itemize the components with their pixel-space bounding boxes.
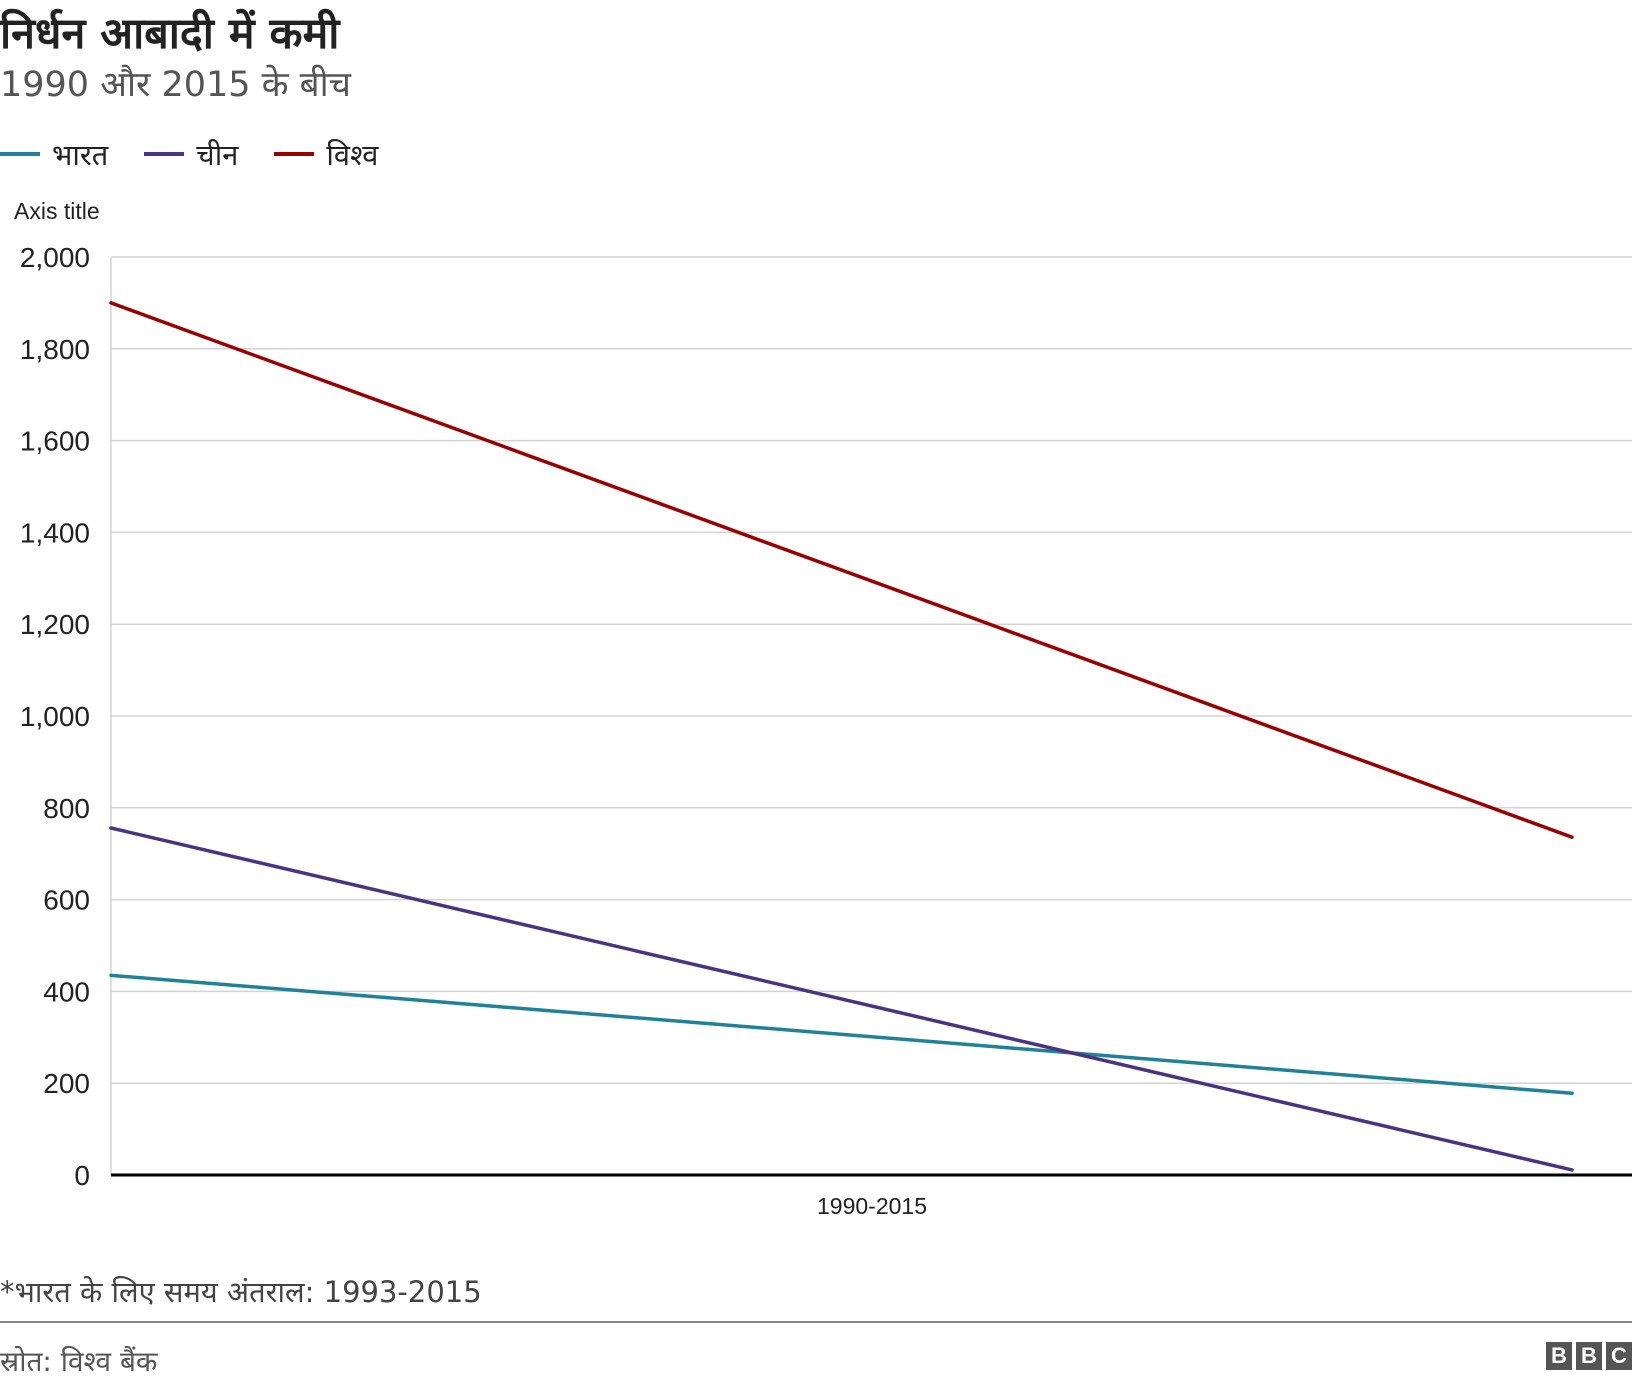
y-axis-title: Axis title bbox=[14, 198, 100, 224]
series-line bbox=[109, 973, 1574, 1096]
legend-item-india: भारत bbox=[0, 135, 108, 174]
legend-label-india: भारत bbox=[52, 137, 109, 172]
legend-swatch-india bbox=[0, 152, 40, 156]
series-line bbox=[109, 826, 1574, 1172]
legend-swatch-world bbox=[274, 152, 315, 156]
bbc-logo-letter: B bbox=[1576, 1342, 1602, 1370]
y-tick-label: 400 bbox=[43, 976, 90, 1007]
bbc-logo-letter: B bbox=[1546, 1342, 1572, 1370]
legend-label-china: चीन bbox=[196, 137, 239, 172]
line-chart: 0 200 400 600 800 1,000 1,200 1,400 1,600 1,800 2,… bbox=[20, 242, 1632, 1219]
legend-item-world: विश्व bbox=[274, 135, 378, 174]
y-tick-label: 1,600 bbox=[20, 426, 90, 457]
y-tick-label: 800 bbox=[43, 793, 90, 824]
chart-subtitle: 1990 और 2015 के बीच bbox=[0, 65, 351, 105]
y-tick-label: 1,000 bbox=[20, 701, 90, 732]
footer-divider bbox=[0, 1321, 1632, 1323]
source-note: स्रोत: विश्व बैंक bbox=[0, 1345, 158, 1378]
bbc-logo: B B C bbox=[1542, 1342, 1632, 1370]
y-tick-label: 1,400 bbox=[20, 517, 90, 548]
y-tick-label: 1,200 bbox=[20, 609, 90, 640]
footnote: *भारत के लिए समय अंतराल: 1993-2015 bbox=[0, 1275, 482, 1309]
y-tick-label: 1,800 bbox=[20, 334, 90, 365]
y-tick-label: 0 bbox=[74, 1160, 90, 1191]
y-tick-label: 200 bbox=[43, 1068, 90, 1099]
y-tick-label: 2,000 bbox=[20, 242, 90, 273]
legend-swatch-china bbox=[144, 152, 185, 156]
x-tick-label: 1990-2015 bbox=[817, 1193, 927, 1219]
series-line bbox=[109, 301, 1574, 839]
legend: भारत चीन विश्व bbox=[0, 136, 414, 172]
bbc-logo-letter: C bbox=[1606, 1342, 1632, 1370]
legend-item-china: चीन bbox=[144, 135, 238, 174]
legend-label-world: विश्व bbox=[326, 137, 379, 172]
chart-title: निर्धन आबादी में कमी bbox=[0, 9, 340, 59]
y-tick-label: 600 bbox=[43, 885, 90, 916]
